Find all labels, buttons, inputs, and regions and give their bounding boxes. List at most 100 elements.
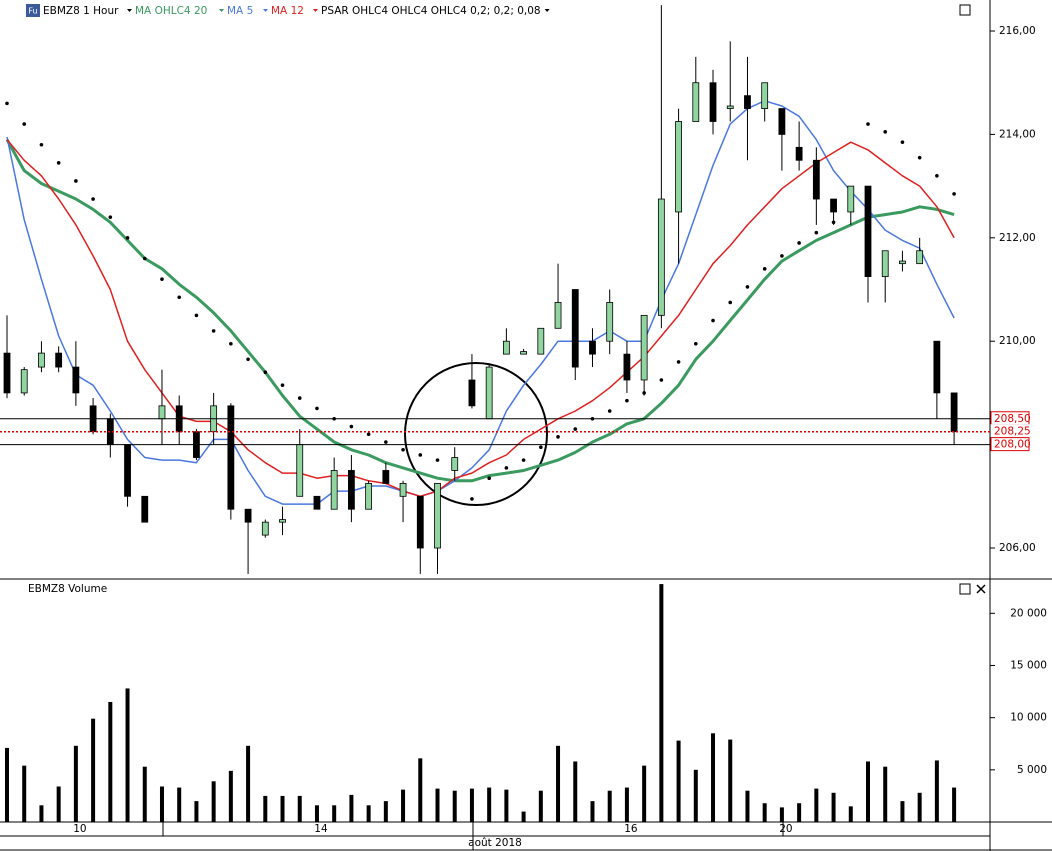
volume-bar bbox=[469, 788, 474, 822]
volume-bar bbox=[383, 801, 388, 822]
candle-body bbox=[347, 470, 355, 510]
volume-bar bbox=[91, 718, 96, 822]
volume-bar bbox=[177, 787, 182, 822]
candle-body bbox=[261, 521, 269, 536]
candle-body bbox=[468, 379, 476, 407]
psar-dot bbox=[349, 424, 354, 429]
maximize-button[interactable] bbox=[959, 4, 971, 16]
volume-bar bbox=[418, 758, 423, 822]
volume-bar bbox=[521, 811, 526, 822]
volume-bar bbox=[693, 769, 698, 822]
y-tick-label: 20 000 bbox=[1010, 607, 1047, 619]
legend-dropdown bbox=[263, 9, 268, 12]
candle-body bbox=[330, 470, 338, 510]
volume-bar bbox=[866, 761, 870, 822]
candle-body bbox=[675, 121, 682, 213]
candle-body bbox=[795, 146, 803, 161]
volume-bar bbox=[211, 781, 216, 822]
psar-dot bbox=[246, 357, 250, 362]
price-label: 208,50 bbox=[994, 413, 1031, 425]
volume-bar bbox=[194, 801, 199, 822]
psar-dot bbox=[418, 453, 423, 457]
psar-dot bbox=[211, 329, 216, 333]
price-label-box bbox=[990, 437, 1030, 452]
candle-body bbox=[571, 289, 579, 368]
volume-bar bbox=[659, 584, 664, 822]
candle-body bbox=[382, 470, 390, 484]
volume-bar bbox=[73, 745, 78, 822]
psar-dot bbox=[676, 360, 681, 364]
volume-bar bbox=[280, 795, 285, 822]
candle-body bbox=[485, 366, 493, 420]
moving-average-line bbox=[5, 138, 955, 483]
volume-bar bbox=[573, 761, 578, 822]
volume-bar bbox=[39, 805, 44, 822]
psar-dot bbox=[711, 318, 715, 323]
volume-bar bbox=[797, 803, 802, 822]
psar-dot bbox=[160, 277, 164, 281]
volume-bar bbox=[883, 766, 888, 822]
candle-body bbox=[296, 444, 304, 497]
candle-body bbox=[72, 366, 80, 394]
legend-label: EBMZ8 1 Hour bbox=[43, 5, 119, 17]
volume-bar bbox=[745, 790, 750, 822]
y-tick-label: 210,00 bbox=[999, 335, 1036, 347]
candle-body bbox=[38, 352, 45, 368]
close-button[interactable] bbox=[976, 584, 986, 594]
psar-dot bbox=[935, 173, 939, 178]
candle-body bbox=[20, 369, 28, 394]
y-tick-label: 206,00 bbox=[999, 542, 1036, 554]
candle-body bbox=[640, 314, 648, 381]
volume-bar bbox=[297, 795, 302, 822]
volume-bar bbox=[314, 805, 319, 822]
legend-dropdown bbox=[219, 9, 224, 12]
psar-dot bbox=[780, 254, 784, 258]
candle-body bbox=[881, 250, 889, 277]
legend: EBMZ8 1 Hour MA OHLC4 20 MA 5 MA 12 PSAR OHL… bbox=[43, 5, 550, 17]
x-tick-label: 10 bbox=[73, 823, 86, 835]
maximize-button[interactable] bbox=[959, 583, 971, 595]
psar-dot bbox=[5, 101, 9, 106]
x-tick-label: 20 bbox=[779, 823, 792, 835]
volume-bar bbox=[642, 765, 647, 822]
volume-bar bbox=[779, 807, 784, 822]
y-tick-label: 216,00 bbox=[999, 25, 1036, 37]
psar-dot bbox=[607, 409, 612, 413]
volume-bar bbox=[159, 786, 164, 822]
moving-average-line bbox=[6, 139, 955, 498]
volume-bar bbox=[108, 702, 113, 822]
candle-body bbox=[726, 105, 734, 109]
psar-dot bbox=[762, 267, 767, 271]
candle-body bbox=[830, 198, 837, 213]
volume-bar bbox=[538, 790, 543, 822]
candle-body bbox=[227, 405, 235, 510]
volume-bar bbox=[934, 760, 939, 822]
candle-body bbox=[623, 353, 631, 381]
candle-body bbox=[313, 495, 321, 510]
candle-body bbox=[141, 495, 149, 523]
psar-dot bbox=[194, 313, 199, 318]
psar-dot bbox=[883, 130, 888, 134]
candle-body bbox=[606, 302, 614, 342]
psar-dot bbox=[573, 427, 578, 431]
y-tick-label: 10 000 bbox=[1010, 712, 1047, 724]
psar-dot bbox=[366, 432, 371, 437]
volume-bar bbox=[917, 792, 922, 822]
psar-dot bbox=[56, 161, 61, 165]
candle-body bbox=[864, 185, 872, 277]
symbol-icon[interactable] bbox=[26, 4, 40, 17]
volume-bar bbox=[900, 801, 905, 822]
candle-body bbox=[692, 82, 700, 122]
candle-body bbox=[3, 352, 11, 394]
volume-bar bbox=[590, 801, 595, 822]
candle-body bbox=[589, 340, 596, 355]
psar-dot bbox=[22, 122, 27, 126]
psar-dot bbox=[39, 142, 44, 147]
psar-dot bbox=[263, 370, 268, 375]
candle-body bbox=[761, 82, 769, 109]
psar-dot bbox=[74, 179, 78, 183]
price-label: 208,25 bbox=[994, 426, 1031, 438]
legend-label: MA 12 bbox=[271, 5, 304, 17]
